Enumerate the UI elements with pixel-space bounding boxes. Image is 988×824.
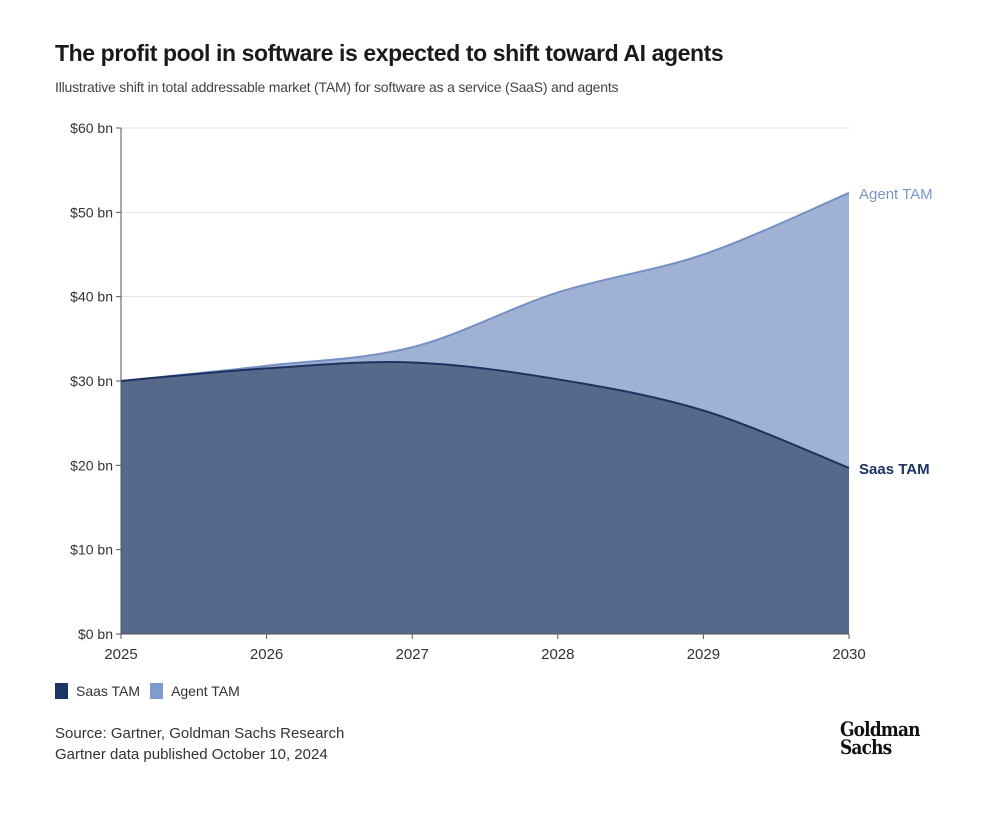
agent-tam-label: Agent TAM <box>859 186 933 203</box>
x-tick-label: 2030 <box>832 646 865 663</box>
y-tick-label: $50 bn <box>70 204 113 220</box>
agent-tam-line <box>120 192 850 382</box>
published-text: Gartner data published October 10, 2024 <box>55 746 328 763</box>
goldman-sachs-logo: Goldman Sachs <box>840 717 920 759</box>
x-tick-label: 2025 <box>104 646 137 663</box>
legend: Saas TAM Agent TAM <box>55 683 240 699</box>
saas-tam-label: Saas TAM <box>859 461 930 478</box>
legend-swatch-agent <box>150 683 164 699</box>
y-tick-label: $30 bn <box>70 373 113 389</box>
area-chart: $0 bn $10 bn $20 bn $30 bn $40 bn $50 bn $60 b… <box>70 120 933 663</box>
legend-swatch-saas <box>55 683 68 699</box>
x-tick-label: 2027 <box>396 646 429 663</box>
chart-subtitle: Illustrative shift in total addressable … <box>55 79 619 95</box>
saas-tam-area <box>121 362 849 634</box>
x-tick-label: 2026 <box>250 646 283 663</box>
saas-tam-line <box>120 361 850 469</box>
y-tick-label: $40 bn <box>70 289 113 305</box>
y-tick-label: $10 bn <box>70 542 113 558</box>
source-text: Source: Gartner, Goldman Sachs Research <box>55 725 345 742</box>
chart-title: The profit pool in software is expected … <box>55 40 724 66</box>
x-tick-label: 2028 <box>541 646 574 663</box>
y-tick-label: $0 bn <box>78 626 113 642</box>
legend-label-agent: Agent TAM <box>171 683 240 699</box>
y-tick-label: $60 bn <box>70 120 113 136</box>
y-tick-label: $20 bn <box>70 457 113 473</box>
source-note: Source: Gartner, Goldman Sachs Research … <box>55 723 344 765</box>
x-tick-label: 2029 <box>687 646 720 663</box>
legend-label-saas: Saas TAM <box>76 683 141 699</box>
